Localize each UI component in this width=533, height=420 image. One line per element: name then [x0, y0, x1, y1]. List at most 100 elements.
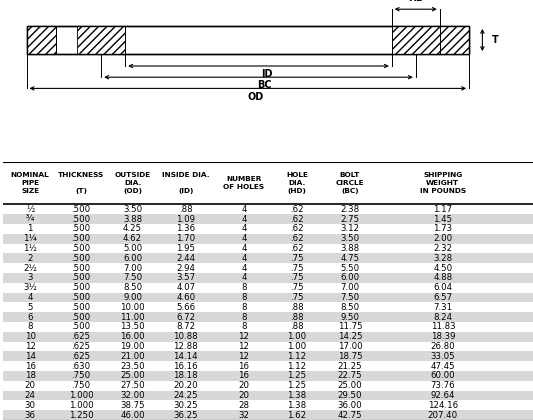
- Text: ID: ID: [261, 69, 272, 79]
- Text: 20: 20: [238, 381, 249, 390]
- Bar: [3, 400, 533, 410]
- Text: .500: .500: [71, 283, 91, 292]
- Text: 16: 16: [25, 362, 36, 370]
- Text: 18.39: 18.39: [431, 332, 455, 341]
- Text: 26.80: 26.80: [431, 342, 455, 351]
- Text: .75: .75: [290, 254, 304, 263]
- Text: ¾: ¾: [26, 215, 35, 223]
- Text: 3.50: 3.50: [123, 205, 142, 214]
- Bar: [3, 253, 533, 263]
- Text: 4: 4: [241, 215, 247, 223]
- Text: 5: 5: [28, 303, 33, 312]
- Bar: [3, 224, 533, 234]
- Text: 1.36: 1.36: [176, 224, 195, 234]
- Bar: [3, 293, 533, 302]
- Text: 25.00: 25.00: [120, 371, 145, 381]
- Text: .500: .500: [71, 263, 91, 273]
- Text: 10.00: 10.00: [120, 303, 145, 312]
- Text: 12: 12: [238, 332, 249, 341]
- Text: 12: 12: [238, 352, 249, 361]
- Text: 1½: 1½: [23, 244, 37, 253]
- Text: 12: 12: [25, 342, 36, 351]
- Text: .500: .500: [71, 205, 91, 214]
- Text: 2½: 2½: [23, 263, 37, 273]
- Text: 6.57: 6.57: [433, 293, 453, 302]
- Text: 2.38: 2.38: [341, 205, 360, 214]
- Text: 1.95: 1.95: [176, 244, 195, 253]
- Text: 1.70: 1.70: [176, 234, 195, 243]
- Text: 18: 18: [25, 371, 36, 381]
- Text: 8.50: 8.50: [123, 283, 142, 292]
- Text: 4: 4: [241, 254, 247, 263]
- Text: 36: 36: [25, 411, 36, 420]
- Text: 14.14: 14.14: [173, 352, 198, 361]
- Text: .88: .88: [290, 303, 304, 312]
- Text: 2.00: 2.00: [433, 234, 453, 243]
- Text: 9.00: 9.00: [123, 293, 142, 302]
- Bar: [3, 263, 533, 273]
- Text: 92.64: 92.64: [431, 391, 455, 400]
- Text: 2: 2: [28, 254, 33, 263]
- Text: 2.94: 2.94: [176, 263, 195, 273]
- Text: 16.00: 16.00: [120, 332, 145, 341]
- Text: 16: 16: [238, 371, 249, 381]
- Text: 7.00: 7.00: [123, 263, 142, 273]
- Text: 14: 14: [25, 352, 36, 361]
- Text: .625: .625: [71, 342, 91, 351]
- Text: 8: 8: [241, 303, 247, 312]
- Text: THICKNESS

(T): THICKNESS (T): [58, 172, 104, 194]
- Text: 6.72: 6.72: [176, 312, 195, 322]
- Text: 13.50: 13.50: [120, 323, 145, 331]
- Bar: [27, 26, 469, 54]
- Bar: [3, 361, 533, 371]
- Text: 6.04: 6.04: [433, 283, 453, 292]
- Bar: [3, 234, 533, 244]
- Text: .62: .62: [290, 234, 304, 243]
- Bar: [3, 341, 533, 352]
- Text: 46.00: 46.00: [120, 411, 145, 420]
- Text: 2.44: 2.44: [176, 254, 195, 263]
- Text: 4: 4: [241, 205, 247, 214]
- Text: 33.05: 33.05: [431, 352, 455, 361]
- Text: NUMBER
OF HOLES: NUMBER OF HOLES: [223, 176, 264, 190]
- Text: 1.12: 1.12: [287, 362, 306, 370]
- Text: 1.250: 1.250: [69, 411, 93, 420]
- Text: 28: 28: [238, 401, 249, 410]
- Text: 22.75: 22.75: [338, 371, 362, 381]
- Text: 8: 8: [241, 312, 247, 322]
- Bar: [3, 302, 533, 312]
- Text: 73.76: 73.76: [431, 381, 455, 390]
- Text: 32: 32: [238, 411, 249, 420]
- Text: 9.50: 9.50: [341, 312, 360, 322]
- Bar: [3, 410, 533, 420]
- Text: .62: .62: [290, 244, 304, 253]
- Text: 38.75: 38.75: [120, 401, 145, 410]
- Text: .500: .500: [71, 244, 91, 253]
- Text: 5.50: 5.50: [341, 263, 360, 273]
- Text: 47.45: 47.45: [431, 362, 455, 370]
- Text: 1.000: 1.000: [69, 391, 93, 400]
- Text: .75: .75: [290, 293, 304, 302]
- Bar: [77, 26, 125, 54]
- Text: 3.88: 3.88: [123, 215, 142, 223]
- Text: 10: 10: [25, 332, 36, 341]
- Text: 7.50: 7.50: [341, 293, 360, 302]
- Text: 8: 8: [241, 323, 247, 331]
- Text: 8: 8: [241, 293, 247, 302]
- Text: 18.75: 18.75: [338, 352, 362, 361]
- Text: 24: 24: [25, 391, 36, 400]
- Text: BOLT
CIRCLE
(BC): BOLT CIRCLE (BC): [336, 172, 365, 194]
- Text: 1.000: 1.000: [69, 401, 93, 410]
- Text: 6: 6: [28, 312, 33, 322]
- Text: 36.25: 36.25: [173, 411, 198, 420]
- Text: 1.25: 1.25: [287, 371, 306, 381]
- Text: 3.57: 3.57: [176, 273, 195, 282]
- Text: 20: 20: [25, 381, 36, 390]
- Text: 4: 4: [28, 293, 33, 302]
- Text: 4: 4: [241, 263, 247, 273]
- Text: .625: .625: [71, 352, 91, 361]
- Text: 7.00: 7.00: [341, 283, 360, 292]
- Text: 30: 30: [25, 401, 36, 410]
- Text: 1.09: 1.09: [176, 215, 195, 223]
- Text: 8.50: 8.50: [341, 303, 360, 312]
